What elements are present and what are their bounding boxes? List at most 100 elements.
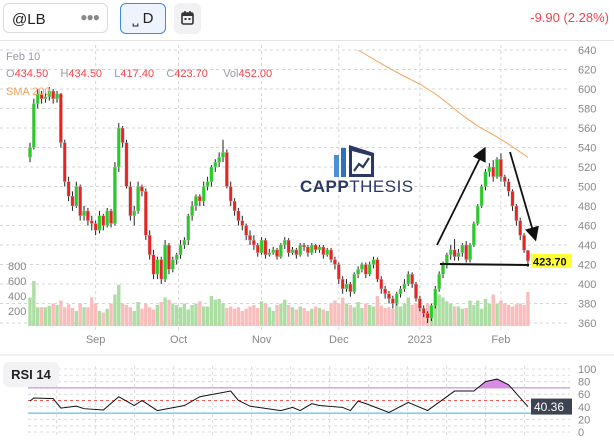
volume-bar (213, 299, 217, 326)
candle-body (124, 142, 129, 187)
rsi-tick-label: 20 (578, 414, 590, 426)
vol-label: Vol (223, 68, 239, 80)
price-tick-label: 540 (578, 143, 596, 155)
volume-bar (271, 311, 275, 326)
volume-tick-label: 200 (8, 306, 26, 318)
price-tick-label: 460 (578, 221, 596, 233)
candle-body (105, 210, 109, 226)
volume-bar (437, 294, 441, 326)
candle-body (116, 127, 121, 168)
volume-bar (510, 306, 515, 326)
volume-bar (151, 309, 156, 326)
candle-body (437, 274, 441, 290)
low-label: L (114, 68, 121, 80)
volume-bar (483, 299, 488, 326)
candle-body (213, 161, 218, 168)
candle-body (475, 205, 480, 224)
volume-bar (445, 301, 449, 326)
time-tick-label: Nov (252, 334, 272, 346)
volume-bar (476, 300, 480, 326)
high-value: 434.50 (68, 68, 103, 80)
candle-body (348, 283, 353, 292)
volume-bar (43, 307, 48, 326)
candle-body (379, 278, 384, 290)
candle-body (499, 158, 503, 177)
volume-bar (522, 305, 526, 326)
candle-body (228, 186, 233, 202)
volume-bar (491, 294, 495, 326)
sma-200-line (357, 49, 529, 158)
calendar-button[interactable] (174, 3, 201, 34)
ohlc-legend: O434.50 H434.50 L417.40 C423.70 Vol452.0… (6, 68, 272, 80)
candle-body (394, 293, 399, 304)
candle-body (78, 186, 82, 216)
time-tick-label: Dec (329, 334, 349, 346)
volume-bar (225, 308, 229, 326)
rsi-label[interactable]: RSI 14 (3, 362, 59, 387)
volume-bar (487, 303, 492, 326)
volume-bar (55, 305, 59, 326)
volume-bar (140, 308, 144, 326)
candle-body (136, 186, 140, 212)
volume-bar (506, 305, 511, 326)
candle-body (306, 246, 310, 253)
symbol-input[interactable]: @LB ●●● (3, 3, 108, 33)
volume-bar (317, 308, 322, 326)
candle-body (526, 250, 530, 262)
rsi-last-badge (531, 398, 572, 415)
volume-bar (460, 308, 465, 326)
ellipsis-icon[interactable]: ●●● (80, 10, 100, 24)
candle-body (101, 215, 106, 226)
volume-bar (63, 307, 67, 326)
candle-body (383, 288, 387, 294)
volume-bar (59, 300, 63, 326)
volume-bar (518, 303, 522, 326)
volume-bar (105, 308, 109, 326)
volume-bar (449, 303, 453, 326)
candle-body (39, 93, 44, 99)
toolbar: @LB ●●● ⎵ D -9.90 (2.28%) (0, 0, 614, 41)
volume-bar (167, 299, 171, 326)
candle-body (375, 259, 380, 280)
price-tick-label: 480 (578, 201, 596, 213)
volume-bar (70, 308, 75, 326)
low-value: 417.40 (120, 68, 155, 80)
candle-body (143, 191, 148, 236)
price-tick-label: 520 (578, 162, 596, 174)
candle-body (155, 259, 160, 275)
candle-body (502, 176, 507, 182)
candle-body (225, 152, 229, 187)
volume-bar (86, 307, 90, 326)
calendar-icon (181, 11, 194, 25)
volume-bar (395, 301, 399, 326)
price-tick-label: 440 (578, 240, 596, 252)
candle-body (302, 244, 306, 248)
volume-bar (352, 307, 356, 326)
candle-body (337, 264, 341, 280)
volume-bar (267, 307, 272, 326)
volume-bar (290, 307, 295, 326)
candle-body (109, 210, 113, 224)
volume-bar (90, 297, 94, 326)
candle-body (282, 239, 287, 246)
volume-bar (333, 300, 337, 326)
close-label: C (166, 68, 175, 80)
volume-bar (66, 304, 71, 326)
candle-body (522, 235, 526, 251)
candle-body (190, 205, 194, 216)
rsi-overbought-fill (477, 379, 512, 388)
price-tick-label: 580 (578, 104, 596, 116)
volume-bar (418, 306, 422, 326)
candle-body (391, 298, 395, 304)
candle-body (290, 249, 295, 253)
candle-body (43, 96, 48, 99)
candle-body (313, 244, 318, 251)
interval-button[interactable]: ⎵ D (120, 3, 166, 34)
candle-body (333, 259, 337, 265)
volume-bar (244, 308, 248, 326)
candle-body (140, 186, 144, 192)
volume-bar (74, 311, 79, 326)
volume-bar (402, 303, 407, 326)
candle-body (232, 200, 237, 212)
